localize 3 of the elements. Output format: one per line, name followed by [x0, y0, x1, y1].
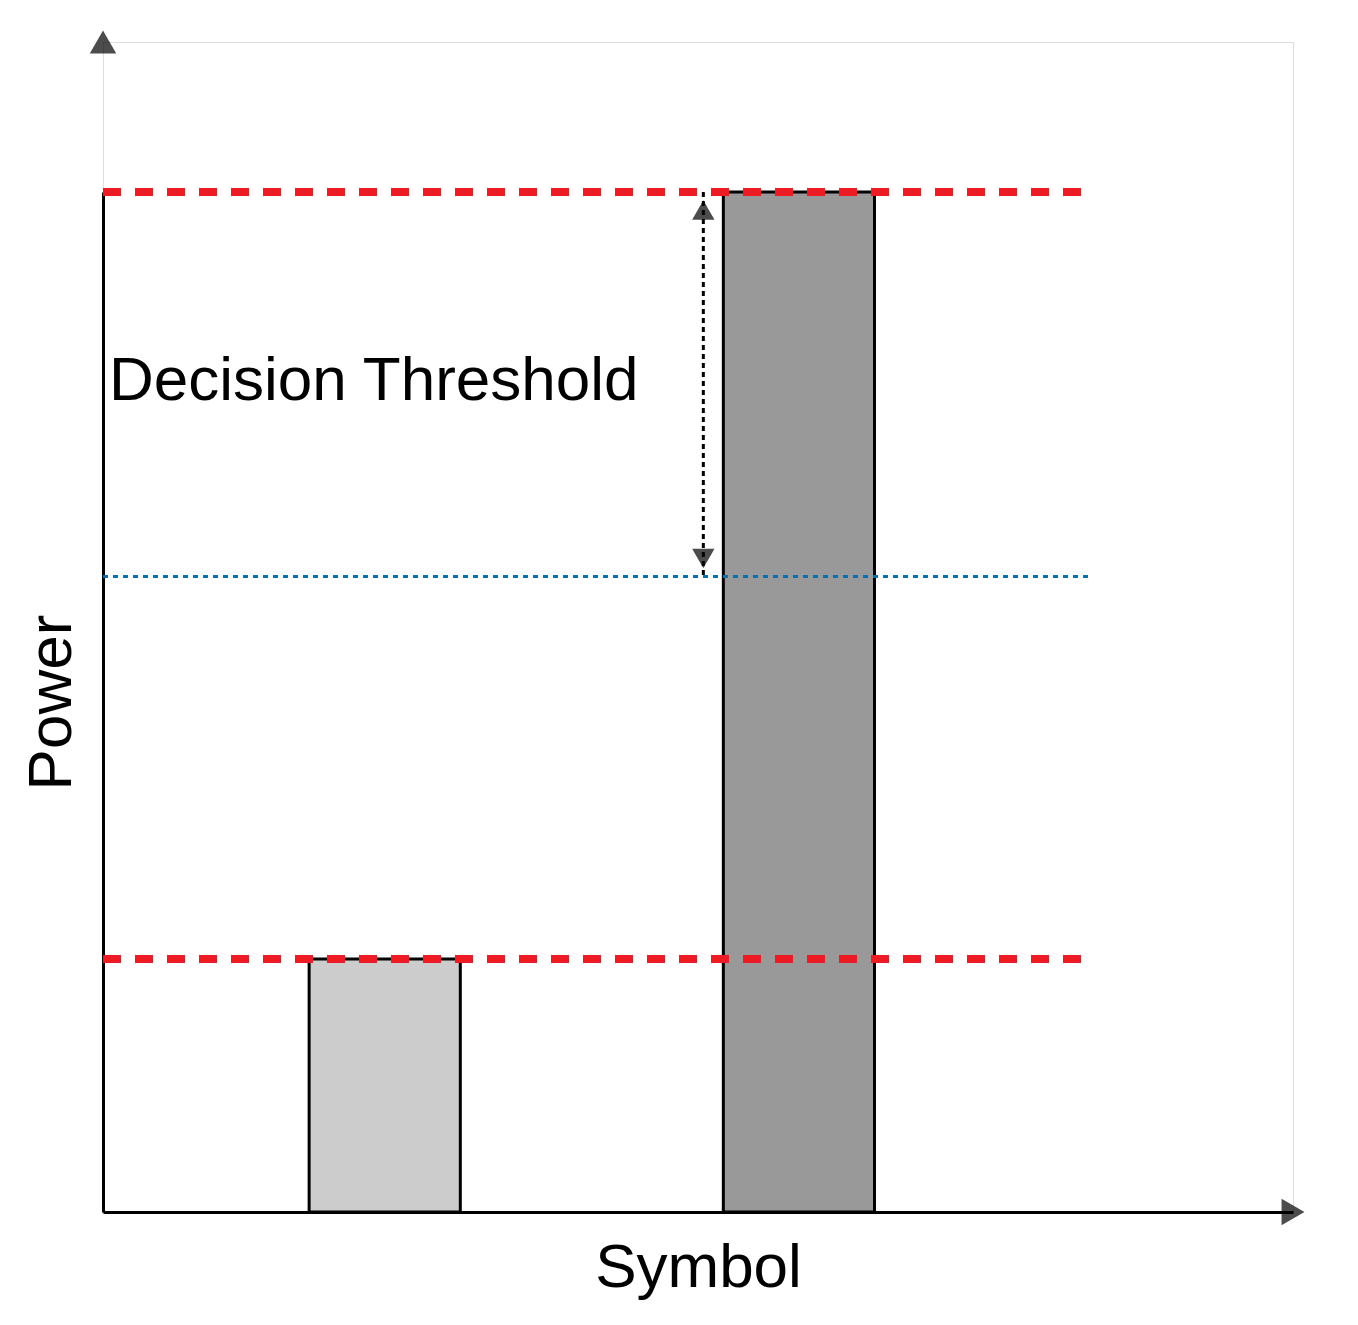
x-axis-title: Symbol [595, 1230, 802, 1300]
annotation: Decision Threshold [109, 344, 639, 414]
y-axis-title: Power [14, 614, 84, 791]
